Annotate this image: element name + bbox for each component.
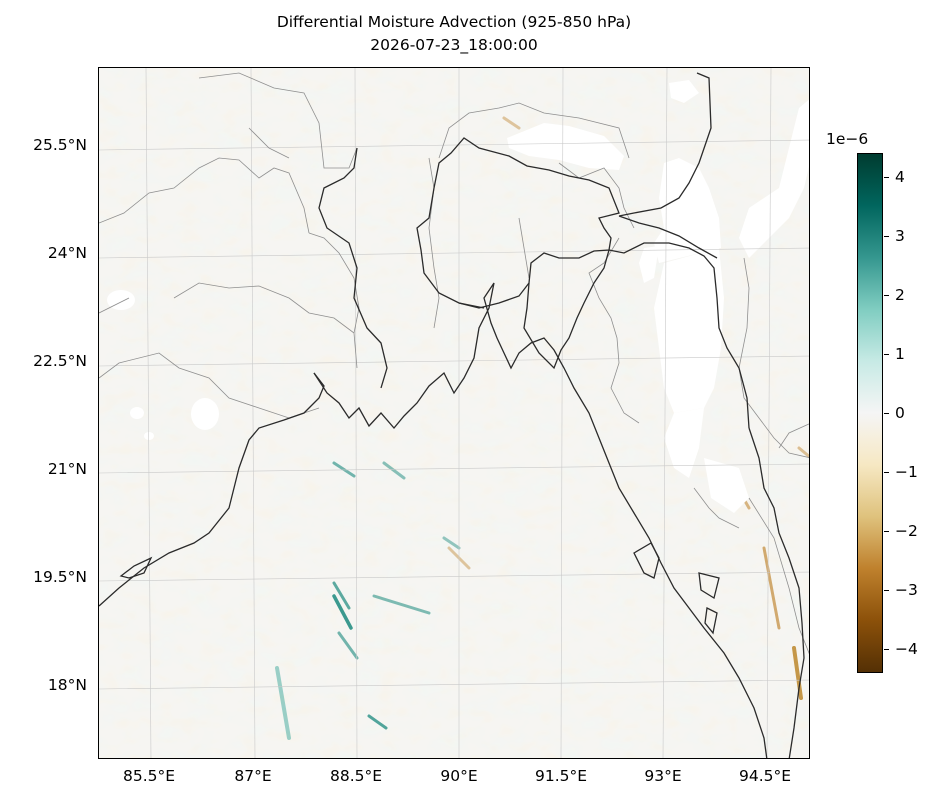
lon-label: 85.5°E [122,767,176,785]
missing-data-regions [107,80,809,513]
coastlines [99,72,805,758]
lat-label: 25.5°N [33,136,87,154]
colorbar-tick-mark [884,413,889,414]
colorbar [857,153,883,673]
lat-label: 19.5°N [33,568,87,586]
colorbar-tick-mark [884,649,889,651]
colorbar-tick-mark [884,235,889,237]
colorbar-tick-label: 4 [895,167,905,186]
lon-label: 93°E [644,767,682,785]
lon-label: 87°E [234,767,272,785]
colorbar-tick-mark [884,531,889,533]
colorbar-tick-label: −3 [895,581,918,600]
colorbar-tick-label: 1 [895,344,905,363]
lon-label: 88.5°E [329,767,383,785]
admin-borders [99,72,809,655]
map-panel [98,67,810,759]
colorbar-tick-label: 0 [895,404,905,422]
lon-label: 90°E [440,767,478,785]
lon-label: 94.5°E [738,767,792,785]
map-canvas [99,68,809,758]
lat-label: 22.5°N [33,352,87,370]
colorbar-multiplier: 1e−6 [826,130,869,148]
colorbar-tick-mark [884,353,889,355]
map-title: Differential Moisture Advection (925-850… [276,13,632,31]
colorbar-tick-label: 3 [895,226,905,245]
colorbar-tick-mark [884,176,889,178]
colorbar-tick-label: −1 [895,463,918,482]
colorbar-tick-mark [884,472,889,474]
map-subtitle-timestamp: 2026-07-23_18:00:00 [370,36,538,54]
lon-label: 91.5°E [534,767,588,785]
lat-label: 18°N [47,676,87,694]
colorbar-tick-mark [884,590,889,592]
colorbar-tick-label: −4 [895,640,918,659]
colorbar-tick-label: 2 [895,285,905,304]
lat-label: 24°N [47,244,87,262]
colorbar-tick-mark [884,294,889,296]
positive-anomaly-streaks [275,461,461,740]
graticule [99,68,809,758]
colorbar-tick-label: −2 [895,522,918,541]
lat-label: 21°N [47,460,87,478]
